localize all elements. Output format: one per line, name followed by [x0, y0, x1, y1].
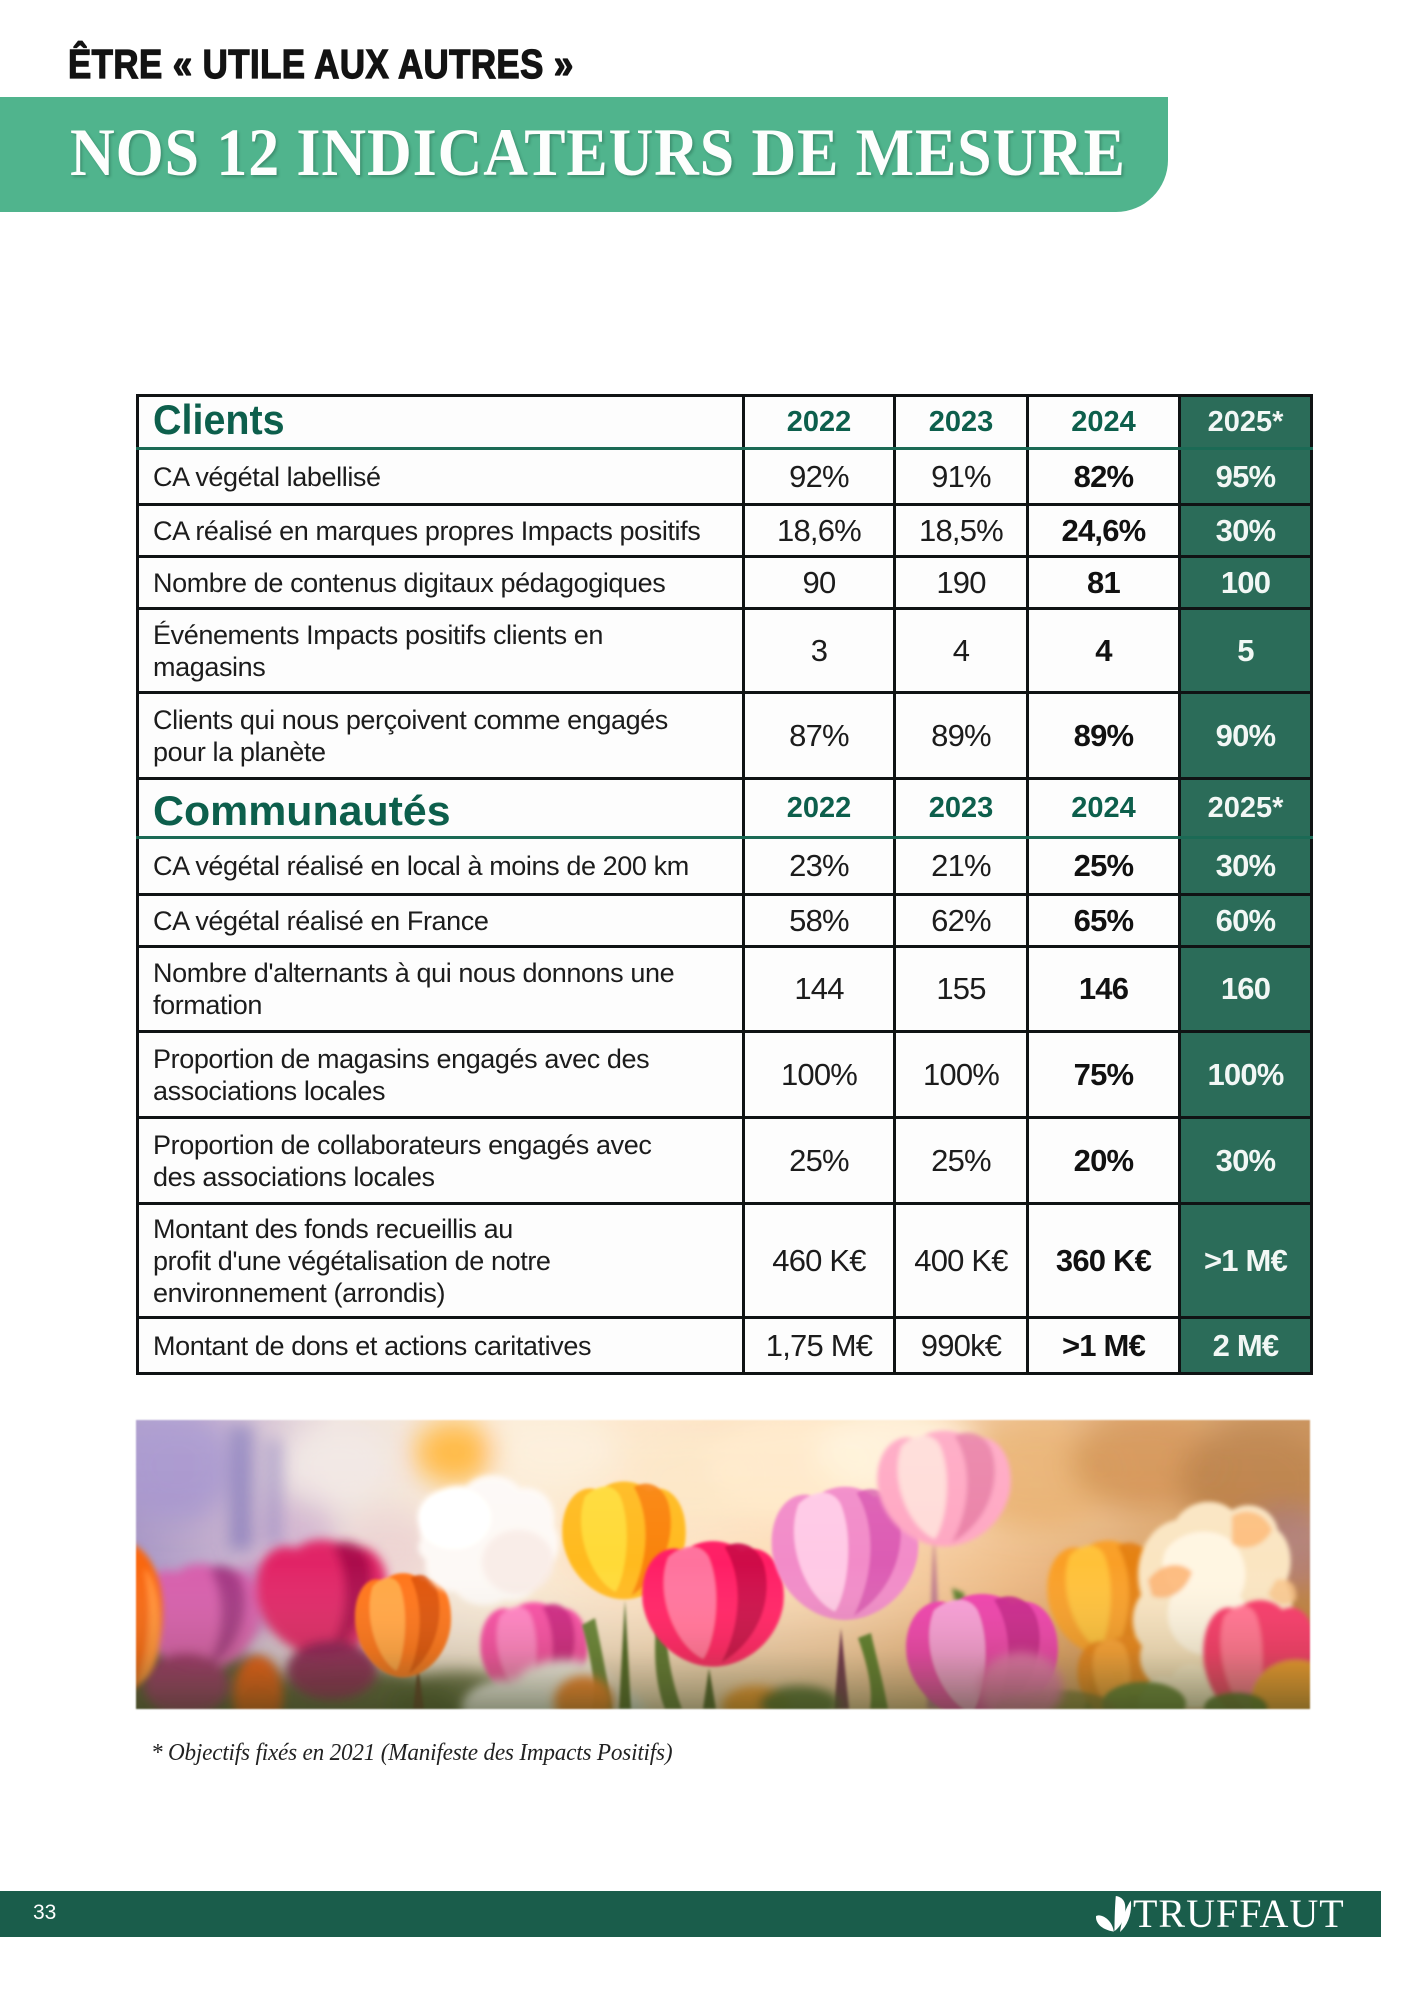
- svg-text:TRUFFAUT: TRUFFAUT: [1133, 1891, 1345, 1936]
